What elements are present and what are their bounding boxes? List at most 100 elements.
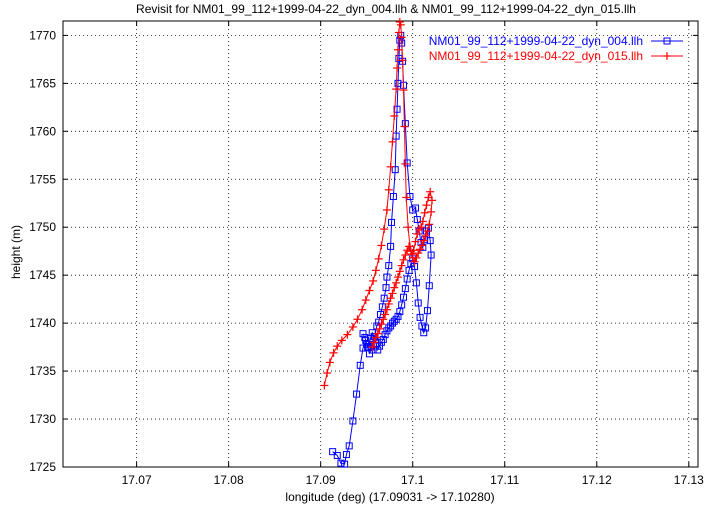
- data-point: [361, 296, 370, 305]
- data-point: [365, 286, 374, 295]
- data-point: [401, 251, 410, 260]
- data-point: [397, 261, 406, 270]
- data-point: [353, 390, 361, 398]
- data-point: [377, 320, 386, 329]
- data-point: [412, 279, 420, 287]
- data-point: [382, 284, 390, 292]
- data-point: [423, 227, 432, 236]
- data-point: [393, 105, 401, 113]
- x-tick-label: 17.07: [122, 473, 152, 487]
- x-tick-label: 17.12: [582, 473, 612, 487]
- data-point: [386, 162, 395, 171]
- data-point: [345, 442, 353, 450]
- data-point: [390, 317, 398, 325]
- data-point: [402, 193, 411, 202]
- data-point: [405, 242, 414, 251]
- data-point: [397, 33, 406, 42]
- data-point: [375, 324, 384, 333]
- data-point: [390, 283, 399, 292]
- data-point: [392, 315, 400, 323]
- data-point: [405, 266, 413, 274]
- data-point: [404, 223, 413, 232]
- data-point: [421, 231, 430, 240]
- data-point: [387, 322, 395, 330]
- data-point: [423, 307, 431, 315]
- data-point: [325, 358, 334, 367]
- data-point: [371, 266, 380, 275]
- data-point: [398, 301, 406, 309]
- data-point: [349, 417, 357, 425]
- data-point: [374, 346, 382, 354]
- y-tick-label: 1745: [29, 268, 56, 282]
- data-point: [377, 241, 386, 250]
- data-point: [333, 342, 342, 351]
- data-point: [406, 247, 415, 256]
- data-point: [419, 236, 428, 245]
- data-point: [374, 254, 383, 263]
- chart-title: Revisit for NM01_99_112+1999-04-22_dyn_0…: [136, 2, 636, 16]
- data-point: [329, 348, 338, 357]
- data-point: [392, 278, 401, 287]
- data-point: [383, 327, 391, 335]
- data-point: [363, 340, 371, 348]
- x-tick-label: 17.11: [490, 473, 519, 487]
- data-point: [341, 460, 349, 468]
- data-point: [400, 293, 408, 301]
- data-point: [415, 225, 424, 234]
- data-point: [359, 330, 367, 338]
- data-point: [389, 193, 397, 201]
- data-point: [390, 111, 399, 120]
- data-point: [411, 204, 419, 212]
- data-point: [368, 343, 377, 352]
- x-tick-label: 17.13: [674, 473, 704, 487]
- data-point: [391, 166, 399, 174]
- data-point: [414, 299, 422, 307]
- axis-layer: [62, 20, 699, 468]
- data-point: [411, 237, 420, 246]
- data-point: [395, 267, 404, 276]
- data-point: [426, 187, 435, 196]
- data-point: [382, 205, 391, 214]
- data-point: [401, 159, 410, 168]
- data-point: [373, 329, 382, 338]
- x-axis-label: longitude (deg) (17.09031 -> 17.10280): [285, 490, 494, 504]
- data-point: [422, 201, 431, 210]
- data-point: [410, 257, 419, 266]
- data-point: [398, 56, 407, 65]
- data-point: [320, 381, 329, 390]
- data-point: [370, 338, 379, 347]
- data-point: [378, 303, 386, 311]
- data-point: [393, 63, 402, 72]
- data-point: [343, 330, 352, 339]
- data-point: [403, 159, 411, 167]
- data-point: [413, 216, 421, 224]
- y-tick-label: 1730: [29, 412, 56, 426]
- legend-item-series-2: NM01_99_112+1999-04-22_dyn_015.llh: [429, 49, 683, 63]
- data-point: [388, 137, 397, 146]
- data-point: [337, 336, 346, 345]
- data-point: [425, 220, 434, 229]
- data-point: [342, 451, 350, 459]
- y-tick-label: 1750: [29, 220, 56, 234]
- series-2: [320, 17, 437, 390]
- data-point: [393, 45, 402, 54]
- data-point: [392, 85, 401, 94]
- y-tick-label: 1770: [29, 28, 56, 42]
- data-point: [427, 207, 436, 216]
- data-point: [396, 308, 404, 316]
- data-point: [323, 369, 332, 378]
- data-point: [403, 246, 412, 255]
- x-tick-label: 17.09: [306, 473, 336, 487]
- data-point: [388, 218, 396, 226]
- data-point: [406, 193, 414, 201]
- data-point: [417, 241, 426, 250]
- data-point: [329, 448, 337, 456]
- data-point: [396, 20, 405, 29]
- data-point: [371, 333, 380, 342]
- data-point: [422, 324, 430, 332]
- data-point: [348, 322, 357, 331]
- data-point: [413, 229, 422, 238]
- legend-label-series-1: NM01_99_112+1999-04-22_dyn_004.llh: [429, 34, 643, 48]
- data-point: [393, 273, 402, 282]
